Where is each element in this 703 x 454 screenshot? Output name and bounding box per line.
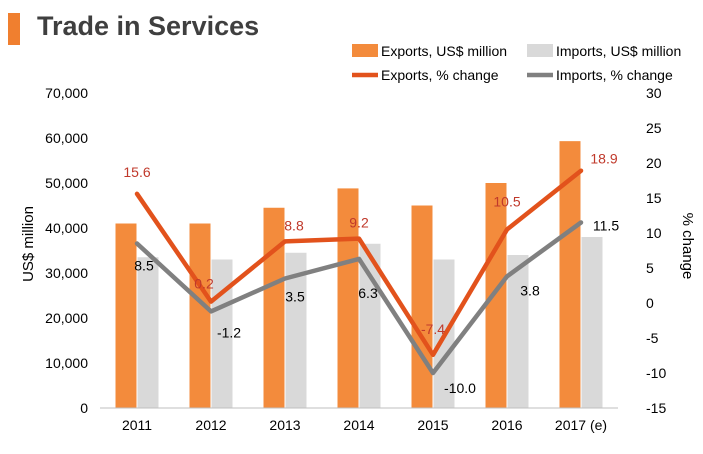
legend-label-imports-line: Imports, % change: [556, 67, 673, 83]
y-tick-label: 60,000: [45, 130, 88, 146]
legend-swatch-exports-bar: [352, 44, 378, 57]
y2-tick-label: 10: [646, 225, 662, 241]
data-label-imports-change: 8.5: [134, 258, 154, 274]
x-tick-label: 2013: [269, 417, 300, 433]
data-label-exports-change: 15.6: [123, 164, 150, 180]
legend-swatch-imports-bar: [527, 44, 553, 57]
y2-tick-label: 5: [646, 260, 654, 276]
y2-tick-label: 25: [646, 120, 662, 136]
bar-imports-2016: [507, 255, 529, 408]
y2-tick-label: -15: [646, 400, 666, 416]
bar-exports-2014: [337, 188, 359, 408]
bar-exports-2011: [115, 223, 137, 408]
x-tick-label: 2011: [122, 417, 152, 433]
data-label-exports-change: -7.4: [421, 321, 445, 337]
data-label-exports-change: 8.8: [284, 217, 304, 233]
data-label-imports-change: -1.2: [217, 324, 241, 340]
x-tick-label: 2015: [417, 417, 448, 433]
legend-label-exports-bar: Exports, US$ million: [381, 43, 507, 59]
y2-axis-title: % change: [679, 213, 696, 280]
bar-exports-2017 (e): [559, 141, 581, 408]
bar-exports-2016: [485, 183, 507, 408]
y-tick-label: 0: [80, 400, 88, 416]
x-tick-label: 2012: [195, 417, 226, 433]
line-exports-change: [134, 168, 584, 358]
title-accent-bar: [8, 13, 20, 45]
y2-tick-label: -5: [646, 330, 659, 346]
data-label-exports-change: 9.2: [349, 215, 369, 231]
legend-label-exports-line: Exports, % change: [381, 67, 499, 83]
data-label-exports-change: 18.9: [590, 151, 617, 167]
bar-imports-2013: [285, 252, 307, 408]
y-tick-label: 30,000: [45, 265, 88, 281]
data-label-imports-change: 6.3: [358, 285, 378, 301]
bar-imports-2011: [137, 257, 159, 408]
x-tick-label: 2016: [491, 417, 522, 433]
y-tick-label: 40,000: [45, 220, 88, 236]
data-label-imports-change: 11.5: [593, 218, 619, 234]
y2-tick-label: -10: [646, 365, 666, 381]
data-label-exports-change: 0.2: [194, 276, 214, 292]
y-axis-title: US$ million: [20, 206, 37, 282]
bar-exports-2013: [263, 207, 285, 408]
y-tick-label: 10,000: [45, 355, 88, 371]
y2-tick-label: 20: [646, 155, 662, 171]
y2-tick-label: 0: [646, 295, 654, 311]
y2-tick-label: 30: [646, 85, 662, 101]
y-tick-label: 20,000: [45, 310, 88, 326]
chart-title: Trade in Services: [37, 11, 260, 41]
y-tick-label: 50,000: [45, 175, 88, 191]
line-imports-change: [134, 220, 584, 376]
data-label-imports-change: -10.0: [444, 380, 476, 396]
data-label-imports-change: 3.5: [285, 289, 305, 305]
x-tick-label: 2014: [343, 417, 374, 433]
y2-tick-label: 15: [646, 190, 662, 206]
data-label-exports-change: 10.5: [493, 194, 520, 210]
bar-imports-2017 (e): [581, 237, 603, 408]
bar-exports-2012: [189, 223, 211, 408]
legend-label-imports-bar: Imports, US$ million: [556, 43, 681, 59]
x-tick-label: 2017 (e): [555, 417, 607, 433]
data-label-imports-change: 3.8: [520, 282, 540, 298]
bar-exports-2015: [411, 205, 433, 408]
y-tick-label: 70,000: [45, 85, 88, 101]
